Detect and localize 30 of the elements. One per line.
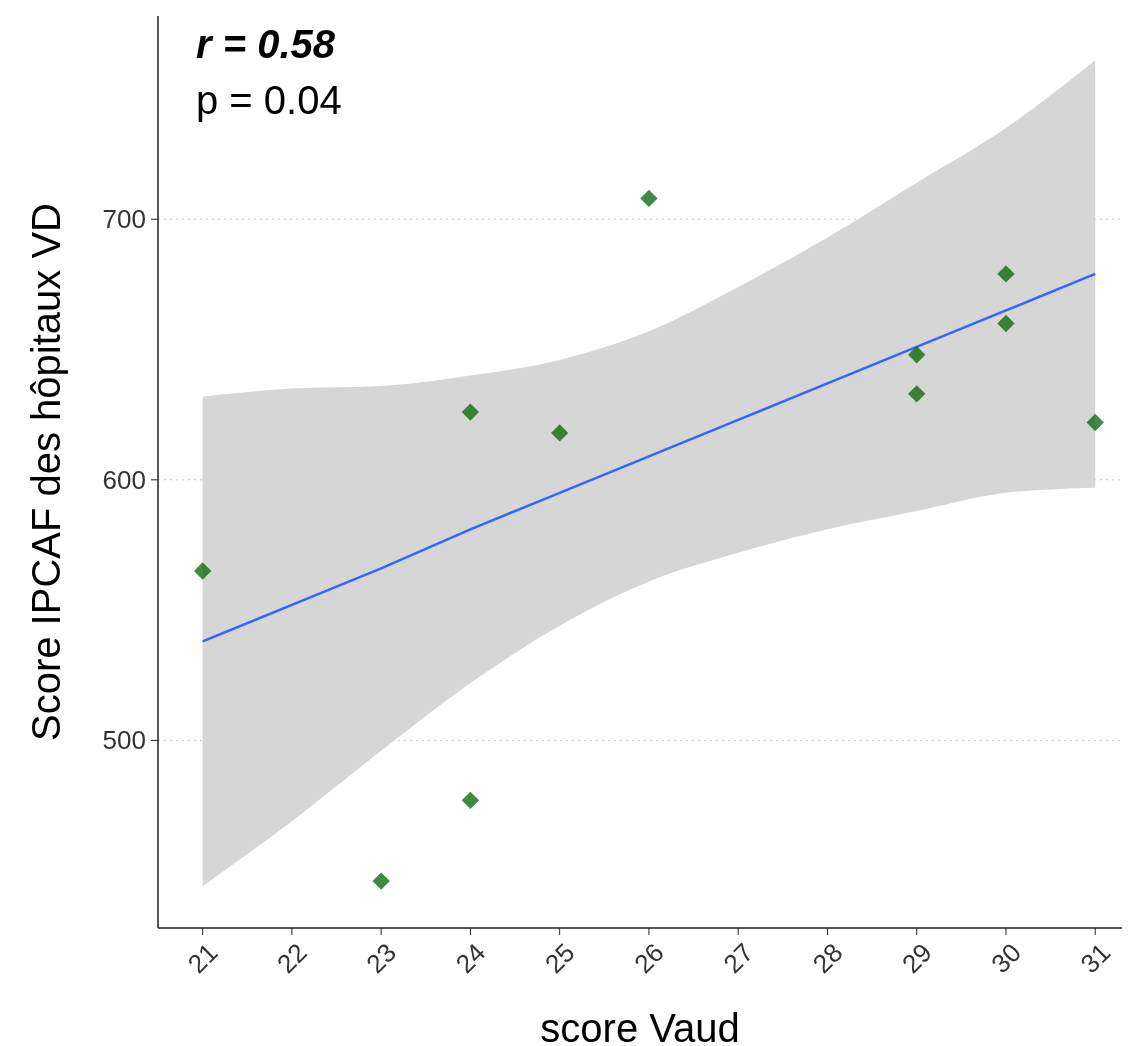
x-axis-title: score Vaud	[540, 1006, 740, 1046]
point	[372, 872, 390, 890]
y-tick-label: 600	[102, 464, 146, 495]
x-tick-label: 23	[360, 937, 403, 979]
x-tick-label: 29	[895, 937, 938, 979]
y-axis-title: Score IPCAF des hôpitaux VD	[24, 202, 68, 742]
point	[640, 189, 658, 208]
point	[1086, 413, 1104, 432]
x-tick-label: 24	[449, 937, 492, 979]
x-tick-label: 27	[717, 937, 760, 979]
x-tick-label: 28	[806, 937, 849, 979]
x-tick-label: 22	[271, 937, 313, 979]
point	[908, 385, 926, 403]
y-tick-label: 700	[102, 204, 146, 235]
x-tick-label: 25	[538, 937, 581, 979]
point	[908, 346, 926, 364]
point	[551, 424, 569, 442]
x-tick-label: 26	[628, 937, 670, 979]
annotation: p = 0.04	[196, 78, 342, 122]
point	[997, 314, 1015, 333]
x-tick-label: 31	[1074, 937, 1117, 979]
x-tick-label: 21	[181, 937, 224, 979]
annotation: r = 0.58	[196, 22, 336, 66]
x-tick-label: 30	[985, 937, 1027, 979]
point	[461, 791, 480, 809]
line-series	[201, 272, 1097, 643]
y-tick-label: 500	[102, 725, 146, 756]
point	[193, 562, 212, 580]
point	[461, 403, 480, 421]
point	[997, 265, 1015, 283]
